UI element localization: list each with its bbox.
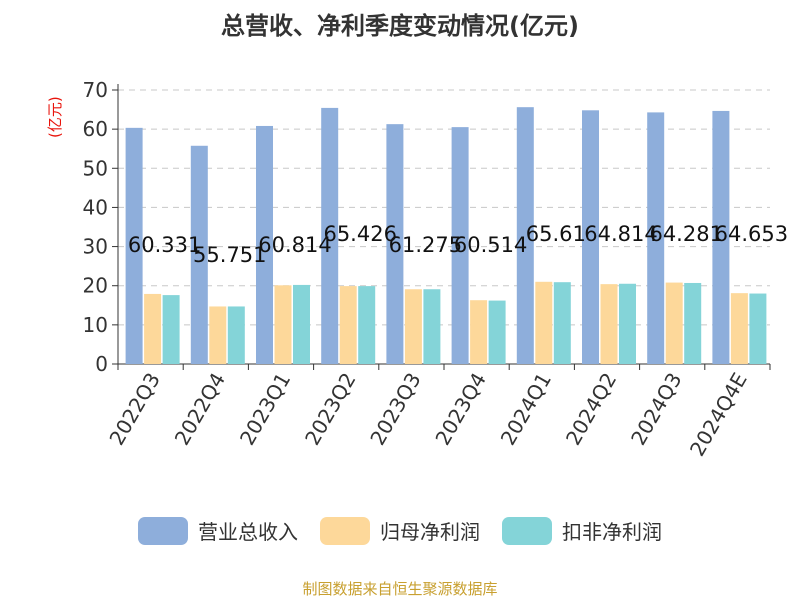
bar-revenue <box>451 127 469 364</box>
bar-revenue <box>647 112 665 364</box>
bar-revenue <box>582 110 599 364</box>
x-tick-label: 2022Q3 <box>104 369 164 450</box>
data-label-revenue: 64.281 <box>649 222 722 246</box>
bar-net-profit <box>470 300 488 364</box>
x-tick-label: 2024Q1 <box>496 369 556 450</box>
legend-item-deducted-profit[interactable]: 扣非净利润 <box>502 516 662 545</box>
y-tick-label: 10 <box>83 313 108 337</box>
x-tick-label: 2023Q1 <box>235 369 295 450</box>
y-tick-label: 30 <box>83 235 108 259</box>
y-tick-label: 60 <box>83 117 108 141</box>
bar-net-profit <box>600 284 618 364</box>
data-label-revenue: 65.426 <box>323 222 396 246</box>
bar-deducted-profit <box>227 306 245 364</box>
data-label-revenue: 64.814 <box>584 222 657 246</box>
bar-net-profit <box>209 306 227 364</box>
bar-deducted-profit <box>749 293 767 364</box>
bar-deducted-profit <box>162 295 180 364</box>
bar-revenue <box>386 124 404 364</box>
x-tick-label: 2024Q2 <box>561 369 621 450</box>
x-tick-label: 2023Q4 <box>430 368 490 449</box>
legend-swatch-revenue <box>138 516 188 545</box>
bar-net-profit <box>274 285 292 364</box>
bar-deducted-profit <box>423 289 441 364</box>
legend: 营业总收入 归母净利润 扣非净利润 <box>0 516 800 545</box>
bar-revenue <box>125 127 143 364</box>
bar-deducted-profit <box>293 284 310 364</box>
y-tick-label: 70 <box>83 78 108 102</box>
bar-revenue <box>190 145 208 364</box>
bar-net-profit <box>535 281 553 364</box>
legend-swatch-net-profit <box>320 516 370 545</box>
bar-net-profit <box>404 289 422 364</box>
bar-deducted-profit <box>488 300 506 364</box>
bar-deducted-profit <box>358 286 376 364</box>
legend-item-revenue[interactable]: 营业总收入 <box>138 516 298 545</box>
legend-label-net-profit: 归母净利润 <box>380 520 480 544</box>
data-label-revenue: 60.514 <box>454 233 527 257</box>
y-tick-label: 50 <box>83 156 108 180</box>
data-label-revenue: 64.653 <box>715 222 788 246</box>
x-tick-label: 2024Q3 <box>626 369 686 450</box>
data-label-revenue: 60.814 <box>258 233 331 257</box>
bar-net-profit <box>144 293 162 364</box>
x-tick-label: 2023Q2 <box>300 369 360 450</box>
data-label-revenue: 55.751 <box>193 243 266 267</box>
x-tick-label: 2023Q3 <box>365 369 425 450</box>
y-tick-label: 40 <box>83 195 108 219</box>
data-label-revenue: 65.61 <box>526 222 586 246</box>
y-tick-label: 20 <box>83 274 108 298</box>
bar-net-profit <box>665 282 683 364</box>
legend-label-revenue: 营业总收入 <box>198 520 298 544</box>
bar-deducted-profit <box>553 282 571 364</box>
x-tick-label: 2022Q4 <box>170 369 230 450</box>
data-label-revenue: 60.331 <box>128 233 201 257</box>
legend-label-deducted-profit: 扣非净利润 <box>562 520 662 544</box>
bar-revenue <box>321 107 339 365</box>
chart-title: 总营收、净利季度变动情况(亿元) <box>221 12 579 40</box>
bar-revenue <box>256 125 273 364</box>
bar-revenue <box>712 110 730 364</box>
bar-deducted-profit <box>619 283 636 364</box>
bar-revenue <box>516 107 534 364</box>
bar-net-profit <box>730 293 748 364</box>
data-label-revenue: 61.275 <box>389 233 462 257</box>
legend-swatch-deducted-profit <box>502 516 552 545</box>
bar-net-profit <box>339 286 357 364</box>
bar-deducted-profit <box>684 282 702 364</box>
y-tick-label: 0 <box>95 352 108 376</box>
x-tick-label: 2024Q4E <box>685 369 752 461</box>
data-source-note: 制图数据来自恒生聚源数据库 <box>302 580 498 598</box>
legend-item-net-profit[interactable]: 归母净利润 <box>320 516 480 545</box>
